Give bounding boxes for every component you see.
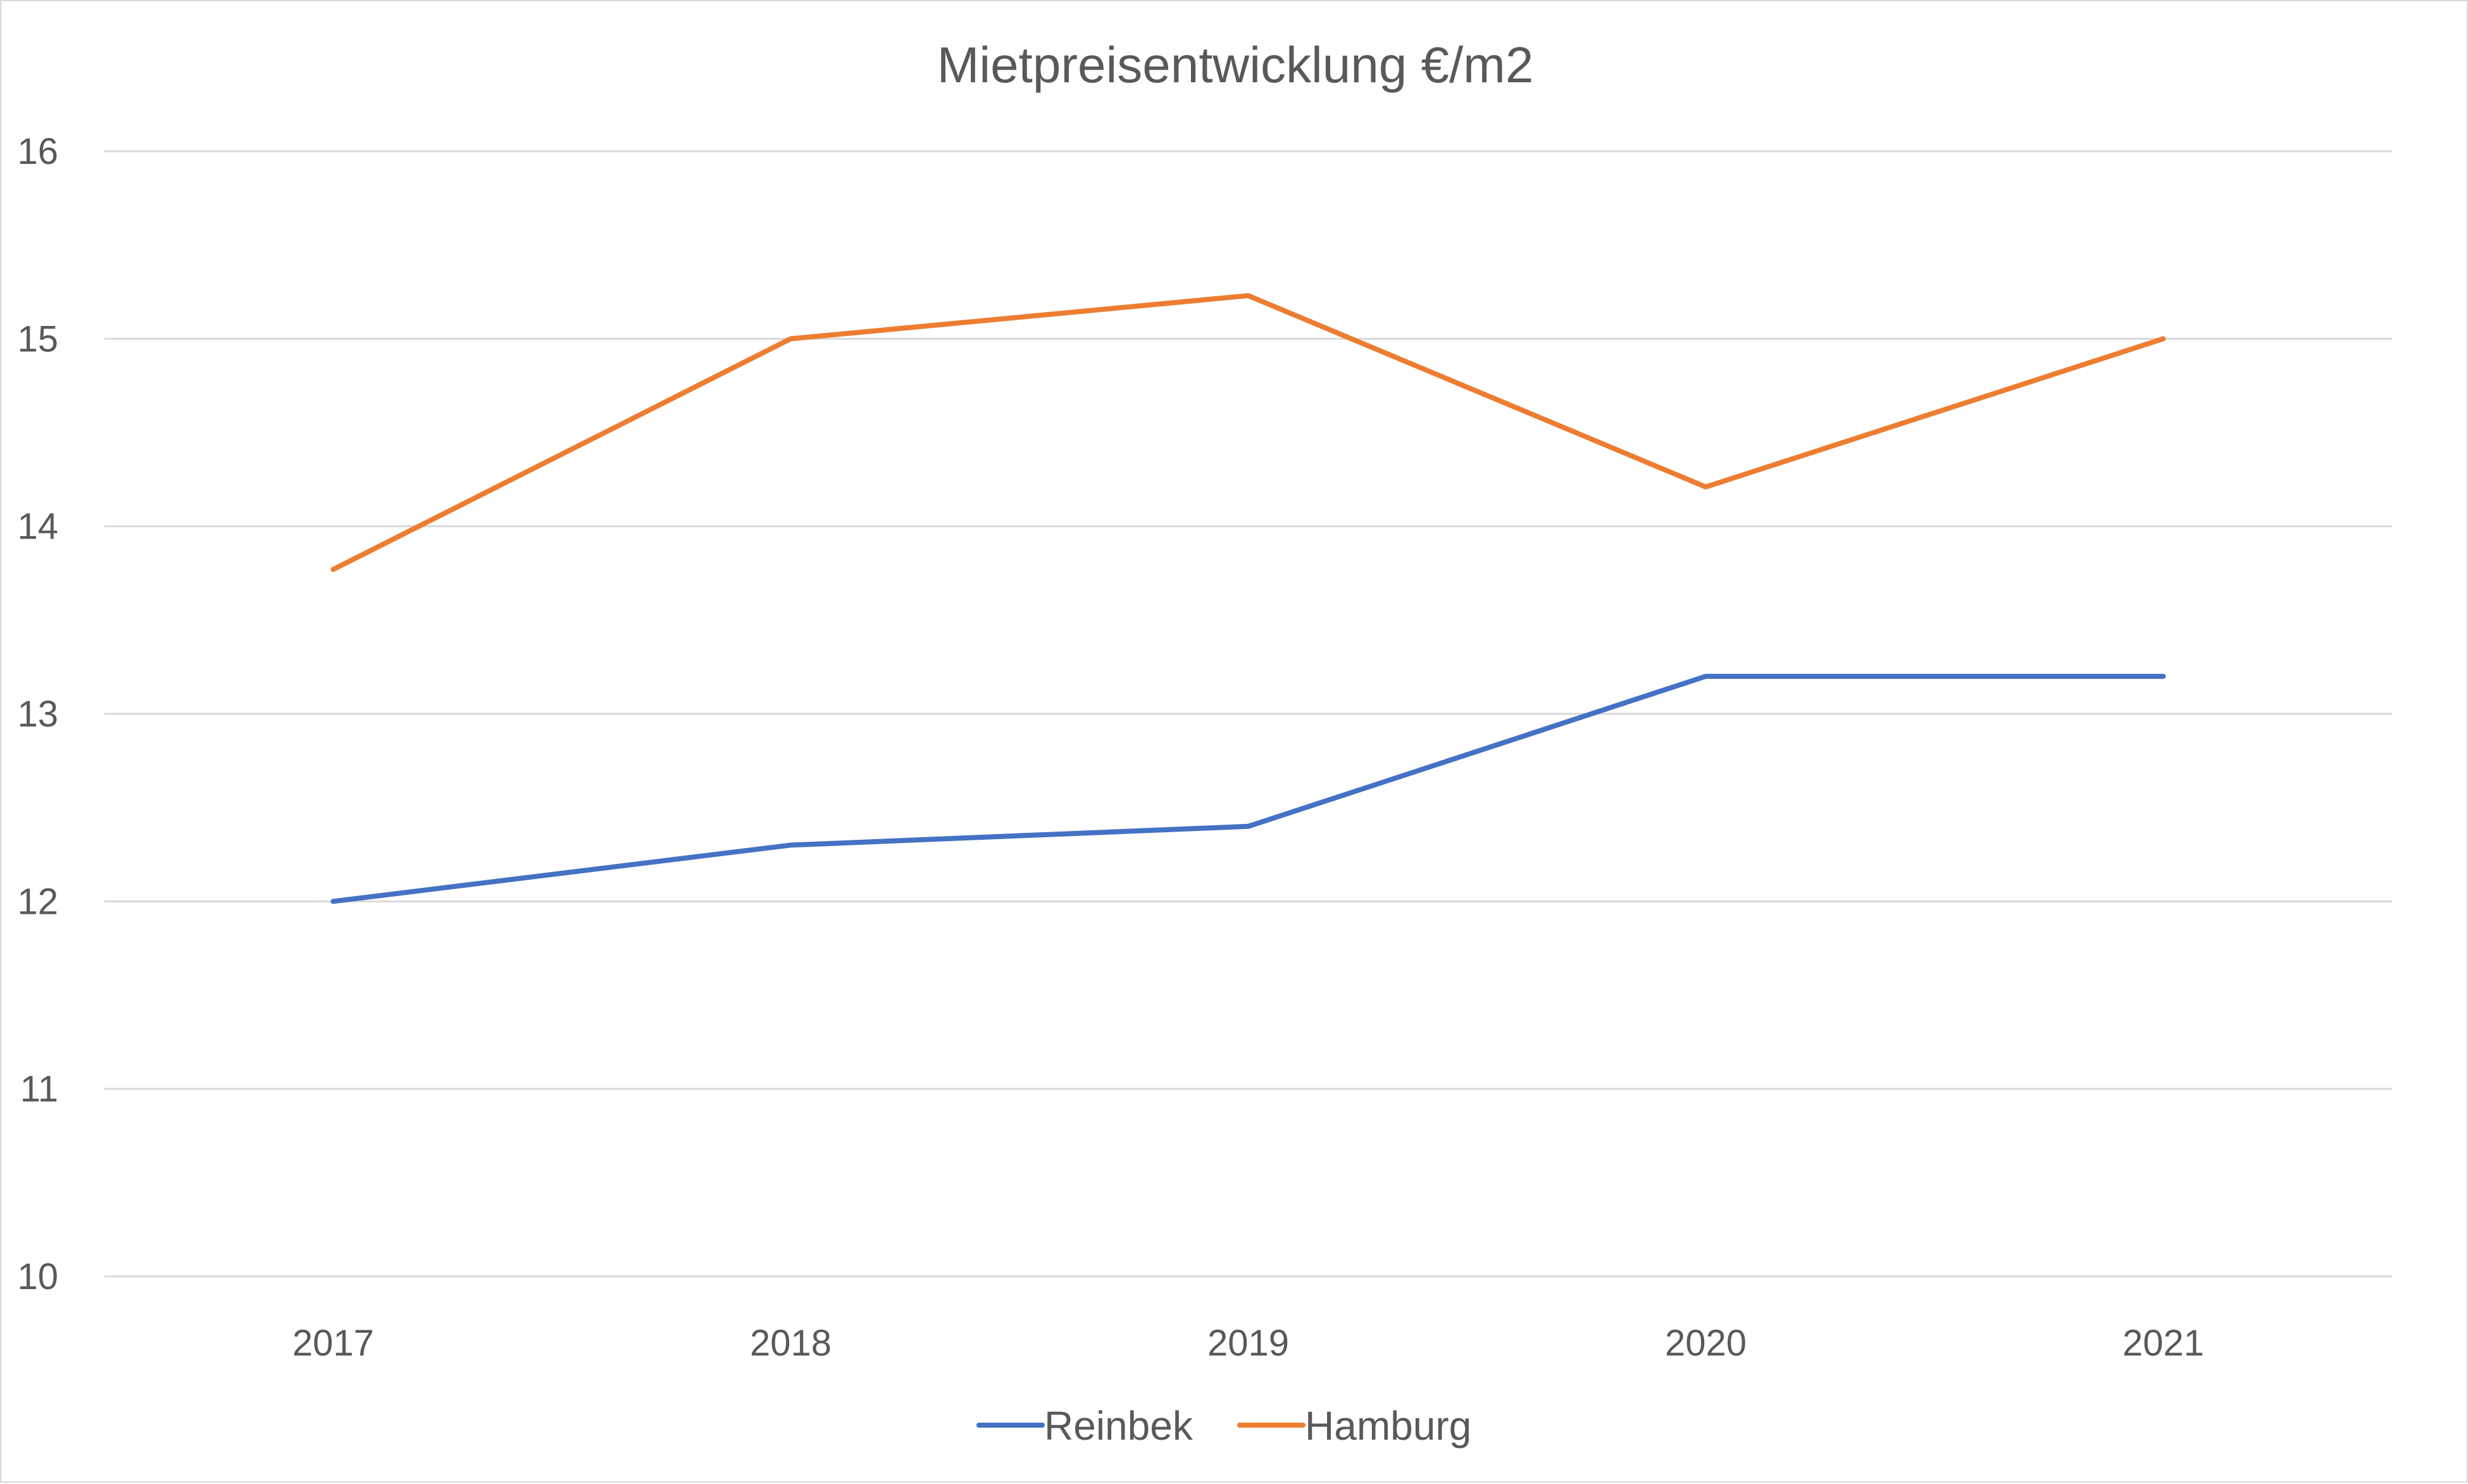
x-tick-label: 2020 [1665,1323,1747,1364]
series-lines [330,293,2166,904]
y-tick-label: 10 [17,1256,58,1297]
y-tick-label: 11 [20,1069,58,1110]
series-line-reinbek [330,673,2166,904]
y-tick-label: 14 [17,506,58,547]
series-line-hamburg [330,293,2166,572]
x-tick-label: 2019 [1207,1323,1289,1364]
legend-label: Hamburg [1305,1403,1471,1449]
x-tick-label: 2018 [750,1323,832,1364]
x-axis-ticks: 2017 2018 2019 2020 2021 [292,1323,2204,1364]
x-tick-label: 2021 [2122,1323,2204,1364]
x-tick-label: 2017 [292,1323,374,1364]
legend: Reinbek Hamburg [976,1403,1471,1449]
y-axis-ticks: 10 11 12 13 14 15 16 [17,131,58,1297]
y-tick-label: 12 [17,881,58,922]
legend-label: Reinbek [1044,1403,1193,1449]
y-tick-label: 13 [17,694,58,735]
gridlines [104,150,2392,1278]
y-tick-label: 16 [17,131,58,172]
chart-title: Mietpreisentwicklung €/m2 [937,37,1534,93]
y-tick-label: 15 [17,318,58,359]
